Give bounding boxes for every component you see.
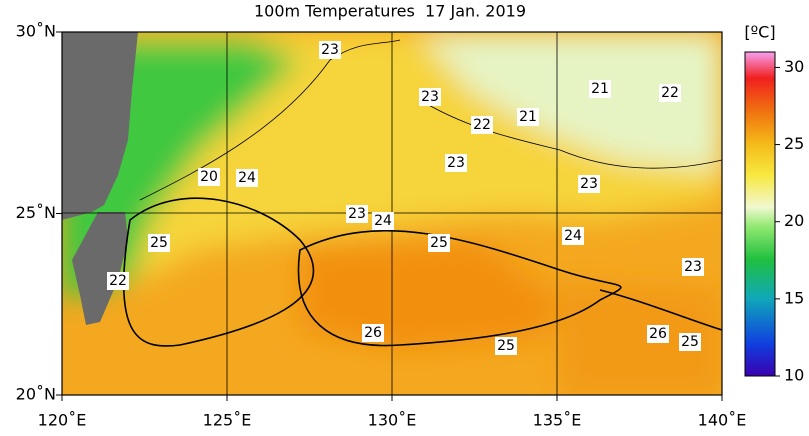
colorbar-tick-label: 20	[784, 211, 804, 230]
colorbar-tick-label: 25	[784, 134, 804, 153]
temperature-field	[62, 32, 722, 395]
contour-label: 23	[421, 89, 439, 105]
contour-label: 23	[580, 176, 598, 192]
contour-label-box	[679, 333, 701, 351]
contour-label-box	[495, 337, 517, 355]
contour-label-box	[107, 272, 129, 290]
contour-label-box	[578, 175, 600, 193]
contour-label: 25	[681, 334, 699, 350]
contour-label: 23	[447, 155, 465, 171]
colorbar	[744, 51, 776, 377]
x-tick-label: 120˚E	[38, 411, 87, 430]
contour-label: 23	[684, 259, 702, 275]
contour-label: 25	[150, 235, 168, 251]
contour-label: 24	[374, 213, 392, 229]
title: 100m Temperatures 17 Jan. 2019	[254, 2, 526, 21]
contour-label: 21	[519, 109, 537, 125]
contour-label: 20	[200, 169, 218, 185]
contour-label: 22	[661, 85, 679, 101]
contour-label: 26	[364, 325, 382, 341]
contour-label-box	[148, 234, 170, 252]
contour-label-box	[419, 88, 441, 106]
contour-label-box	[428, 234, 450, 252]
contour-label: 23	[321, 42, 339, 58]
contour-label: 22	[473, 117, 491, 133]
contour-label-box	[562, 227, 584, 245]
contour-label-box	[372, 212, 394, 230]
labels: 120˚E 125˚E 130˚E 135˚E 140˚E 20˚N 25˚N 30˚N [ºC…	[16, 22, 805, 430]
contour-label: 25	[497, 338, 515, 354]
contour-label-box	[589, 80, 611, 98]
colorbar-tick-label: 15	[784, 288, 804, 307]
x-tick-label: 130˚E	[368, 411, 417, 430]
colorbar-unit: [ºC]	[744, 23, 775, 42]
contour-label-box	[362, 324, 384, 342]
contour-label: 22	[109, 273, 127, 289]
contour-label: 25	[430, 235, 448, 251]
y-tick-label: 25˚N	[16, 203, 56, 222]
contour-label: 24	[238, 170, 256, 186]
x-tick-label: 135˚E	[533, 411, 582, 430]
contour-label: 26	[649, 326, 667, 342]
contour-label: 21	[591, 81, 609, 97]
contour-label: 24	[564, 228, 582, 244]
contour-label-box	[236, 169, 258, 187]
contour-label-box	[471, 116, 493, 134]
contour-label-box	[346, 205, 368, 223]
y-tick-label: 20˚N	[16, 385, 56, 404]
contour-label-box	[517, 108, 539, 126]
colorbar-tick-label: 30	[784, 57, 804, 76]
x-tick-label: 125˚E	[203, 411, 252, 430]
contour-label-box	[647, 325, 669, 343]
contour-label-box	[682, 258, 704, 276]
x-tick-label: 140˚E	[698, 411, 747, 430]
contour-label-box	[319, 41, 341, 59]
contour-label: 23	[348, 206, 366, 222]
contour-label-box	[445, 154, 467, 172]
colorbar-tick-label: 10	[784, 366, 804, 385]
y-tick-label: 30˚N	[16, 22, 56, 41]
contour-label-box	[198, 168, 220, 186]
contour-label-box	[659, 84, 681, 102]
